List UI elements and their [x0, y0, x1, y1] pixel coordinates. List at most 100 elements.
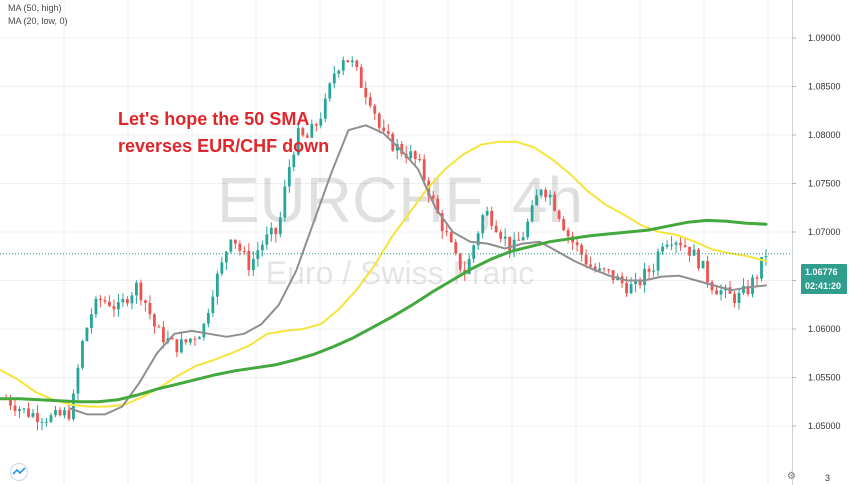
candle-down [400, 144, 404, 154]
annotation-line-2: reverses EUR/CHF down [118, 136, 330, 156]
candle-up [117, 302, 120, 310]
candle-up [472, 245, 476, 259]
candle-up [81, 341, 84, 368]
candle-down [647, 268, 651, 272]
candle-down [314, 124, 318, 126]
candle-up [179, 339, 183, 353]
candle-down [494, 225, 498, 233]
candle-up [45, 421, 48, 423]
candle-down [58, 409, 62, 416]
candle-up [701, 260, 705, 269]
candle-up [265, 234, 269, 245]
price-axis-label: 1.05000 [808, 421, 841, 431]
candle-down [557, 210, 561, 220]
candle-down [373, 105, 377, 114]
candle-down [355, 60, 359, 68]
candle-up [256, 250, 260, 259]
candle-down [233, 239, 237, 244]
candle-down [602, 268, 606, 270]
candle-down [170, 338, 174, 340]
candle-down [755, 277, 759, 279]
candle-up [409, 151, 413, 159]
candle-up [63, 410, 66, 416]
candle-down [126, 299, 129, 304]
candle-down [566, 230, 570, 237]
candle-down [382, 127, 386, 132]
price-badge: 1.06776 02:41:20 [801, 264, 847, 294]
ma-20-low-line[interactable] [69, 124, 767, 416]
candle-down [679, 242, 682, 246]
candle-up [85, 327, 89, 342]
candle-up [72, 393, 75, 420]
candle-down [611, 270, 615, 281]
candle-up [197, 337, 201, 340]
candle-up [760, 257, 763, 279]
watermark-symbol: EURCHF, 4h [217, 164, 583, 236]
candle-down [710, 282, 714, 291]
candle-up [328, 83, 332, 99]
candle-down [517, 239, 521, 241]
gear-icon[interactable]: ⚙ [787, 471, 796, 482]
candle-up [296, 128, 300, 155]
candle-up [211, 296, 215, 314]
candle-down [184, 339, 188, 343]
candle-down [607, 269, 611, 271]
candle-up [503, 236, 507, 239]
candle-down [508, 236, 512, 251]
moving-averages [0, 124, 768, 416]
candle-up [656, 251, 660, 271]
candle-down [386, 131, 390, 134]
candle-down [346, 60, 350, 63]
candle-down [413, 151, 417, 160]
candle-down [9, 398, 12, 406]
candle-down [153, 314, 156, 327]
candle-up [539, 189, 543, 196]
candle-down [562, 219, 566, 231]
candle-down [359, 67, 363, 88]
price-badge-bg [801, 264, 847, 294]
tradingview-logo-icon[interactable] [8, 463, 30, 481]
price-axis: 1.090001.085001.080001.075001.070001.065… [792, 0, 841, 485]
candle-up [292, 154, 296, 168]
candle-down [193, 338, 197, 340]
candle-up [598, 268, 602, 271]
candle-up [18, 409, 21, 411]
candle-down [108, 301, 111, 307]
candle-up [224, 251, 228, 263]
candle-up [476, 233, 480, 246]
candle-up [481, 215, 485, 234]
candle-down [377, 113, 381, 128]
candle-down [301, 128, 305, 136]
candle-up [319, 118, 323, 126]
candle-down [715, 290, 718, 295]
candle-up [22, 408, 26, 410]
candle-down [238, 243, 242, 251]
candle-down [625, 283, 628, 294]
candle-down [490, 210, 494, 226]
candle-up [467, 258, 471, 274]
candle-up [629, 284, 633, 294]
candle-down [364, 87, 368, 98]
candle-up [49, 415, 53, 422]
candle-up [332, 73, 336, 84]
candle-up [202, 323, 206, 338]
candle-up [341, 60, 345, 71]
ma-50-high-line[interactable] [0, 140, 767, 408]
indicator-ma50-label[interactable]: MA (50, high) [8, 3, 62, 13]
candle-up [283, 186, 287, 218]
candle-down [103, 300, 107, 302]
candle-up [54, 409, 57, 416]
candle-down [112, 306, 116, 310]
ma-green-line[interactable] [0, 218, 768, 404]
candle-up [485, 210, 489, 216]
candle-up [206, 313, 210, 324]
candle-down [449, 232, 453, 243]
grid-lines [0, 0, 792, 485]
candle-down [499, 232, 503, 239]
candle-up [260, 244, 264, 251]
price-axis-label: 1.05500 [808, 373, 841, 383]
candle-up [350, 60, 354, 63]
candle-up [229, 239, 233, 252]
indicator-ma20-label[interactable]: MA (20, low, 0) [8, 16, 68, 26]
